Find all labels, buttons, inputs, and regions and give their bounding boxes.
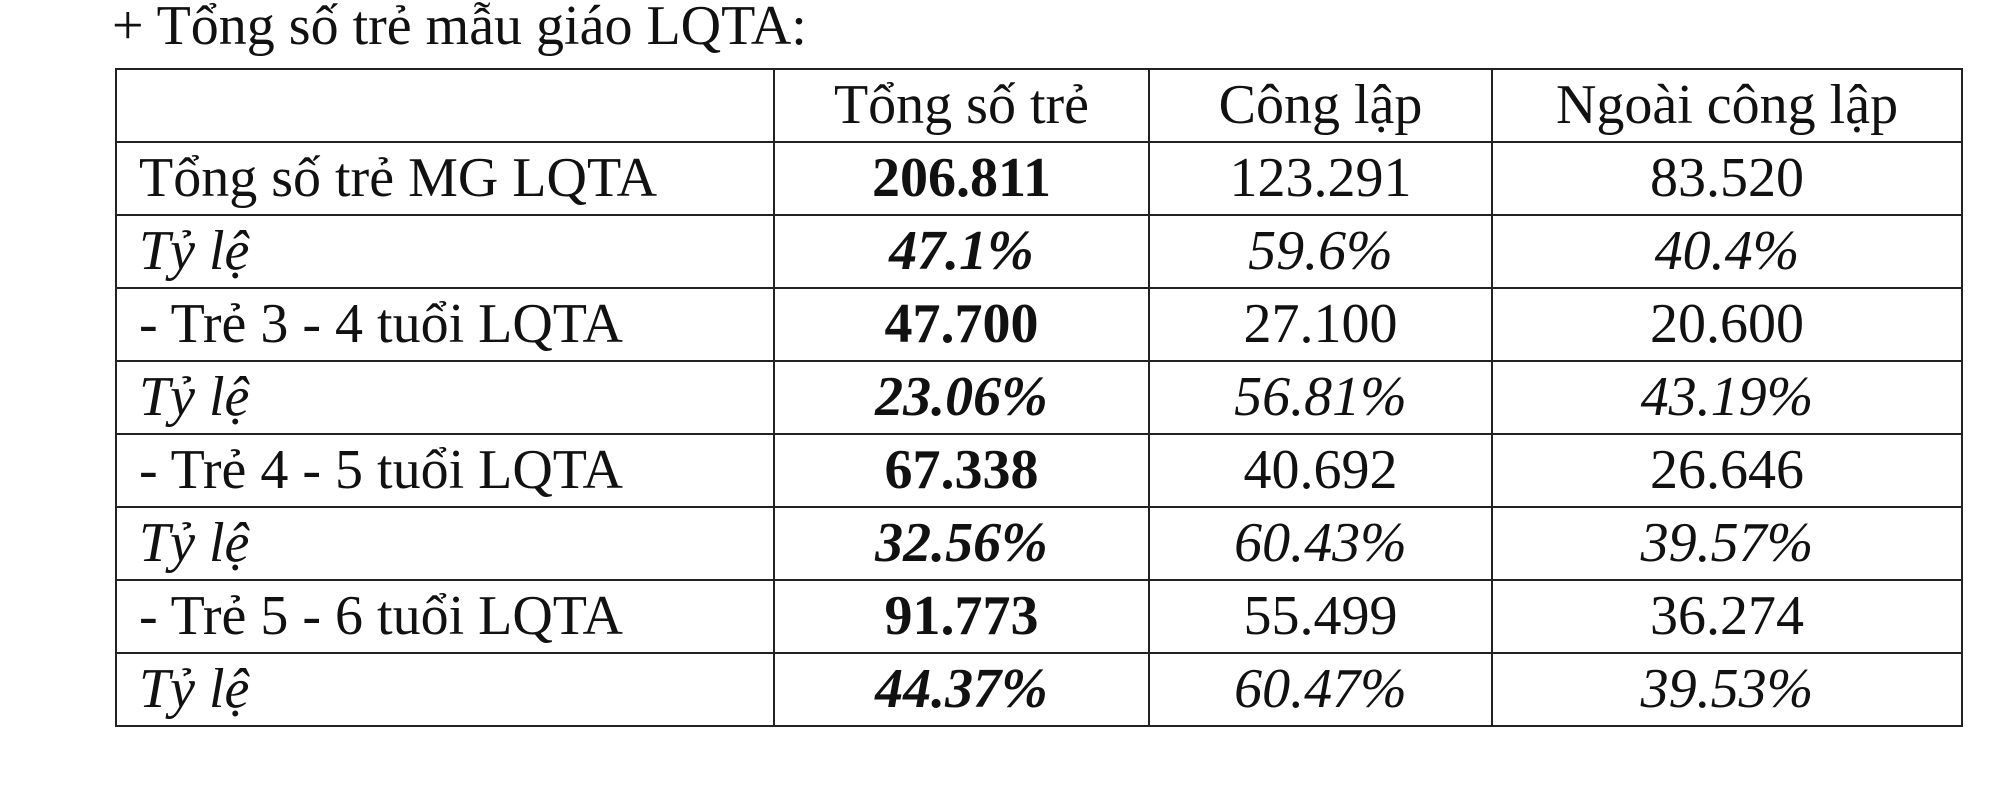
table-cell: 39.53%: [1491, 652, 1963, 727]
table-cell: 36.274: [1491, 579, 1963, 654]
table-row: Tỷ lệ 47.1% 59.6% 40.4%: [115, 214, 1963, 289]
header-cell: Công lập: [1148, 68, 1493, 143]
table-cell: 40.4%: [1491, 214, 1963, 289]
table-cell: 83.520: [1491, 141, 1963, 216]
table-cell: 60.43%: [1148, 506, 1493, 581]
table-cell: 55.499: [1148, 579, 1493, 654]
row-label: Tỷ lệ: [115, 360, 775, 435]
table-cell: 43.19%: [1491, 360, 1963, 435]
row-label: Tỷ lệ: [115, 214, 775, 289]
table-cell: 56.81%: [1148, 360, 1493, 435]
row-label: - Trẻ 3 - 4 tuổi LQTA: [115, 287, 775, 362]
row-label: - Trẻ 5 - 6 tuổi LQTA: [115, 579, 775, 654]
table-body: Tổng số trẻ Công lập Ngoài công lập Tổng…: [115, 68, 1963, 727]
table-row: Tổng số trẻ MG LQTA 206.811 123.291 83.520: [115, 141, 1963, 216]
table-cell: 60.47%: [1148, 652, 1493, 727]
row-label: - Trẻ 4 - 5 tuổi LQTA: [115, 433, 775, 508]
header-cell: Tổng số trẻ: [773, 68, 1150, 143]
table-cell: 20.600: [1491, 287, 1963, 362]
row-label: Tổng số trẻ MG LQTA: [115, 141, 775, 216]
table-row: Tỷ lệ 44.37% 60.47% 39.53%: [115, 652, 1963, 727]
table-row: - Trẻ 4 - 5 tuổi LQTA 67.338 40.692 26.646: [115, 433, 1963, 508]
title: + Tổng số trẻ mẫu giáo LQTA:: [112, 0, 807, 57]
header-row: Tổng số trẻ Công lập Ngoài công lập: [115, 68, 1963, 143]
row-label: Tỷ lệ: [115, 652, 775, 727]
table-row: Tỷ lệ 32.56% 60.43% 39.57%: [115, 506, 1963, 581]
table-cell: 59.6%: [1148, 214, 1493, 289]
table-cell: 47.1%: [773, 214, 1150, 289]
data-table: Tổng số trẻ Công lập Ngoài công lập Tổng…: [115, 68, 1963, 727]
table-cell: 91.773: [773, 579, 1150, 654]
table-row: - Trẻ 5 - 6 tuổi LQTA 91.773 55.499 36.274: [115, 579, 1963, 654]
table-cell: 23.06%: [773, 360, 1150, 435]
table-row: Tỷ lệ 23.06% 56.81% 43.19%: [115, 360, 1963, 435]
table-cell: 27.100: [1148, 287, 1493, 362]
table-cell: 44.37%: [773, 652, 1150, 727]
table-row: - Trẻ 3 - 4 tuổi LQTA 47.700 27.100 20.600: [115, 287, 1963, 362]
header-cell: [115, 68, 775, 143]
table-cell: 40.692: [1148, 433, 1493, 508]
header-cell: Ngoài công lập: [1491, 68, 1963, 143]
table-cell: 39.57%: [1491, 506, 1963, 581]
table-cell: 26.646: [1491, 433, 1963, 508]
table-cell: 32.56%: [773, 506, 1150, 581]
table-cell: 123.291: [1148, 141, 1493, 216]
table-cell: 67.338: [773, 433, 1150, 508]
table-cell: 47.700: [773, 287, 1150, 362]
row-label: Tỷ lệ: [115, 506, 775, 581]
table-cell: 206.811: [773, 141, 1150, 216]
